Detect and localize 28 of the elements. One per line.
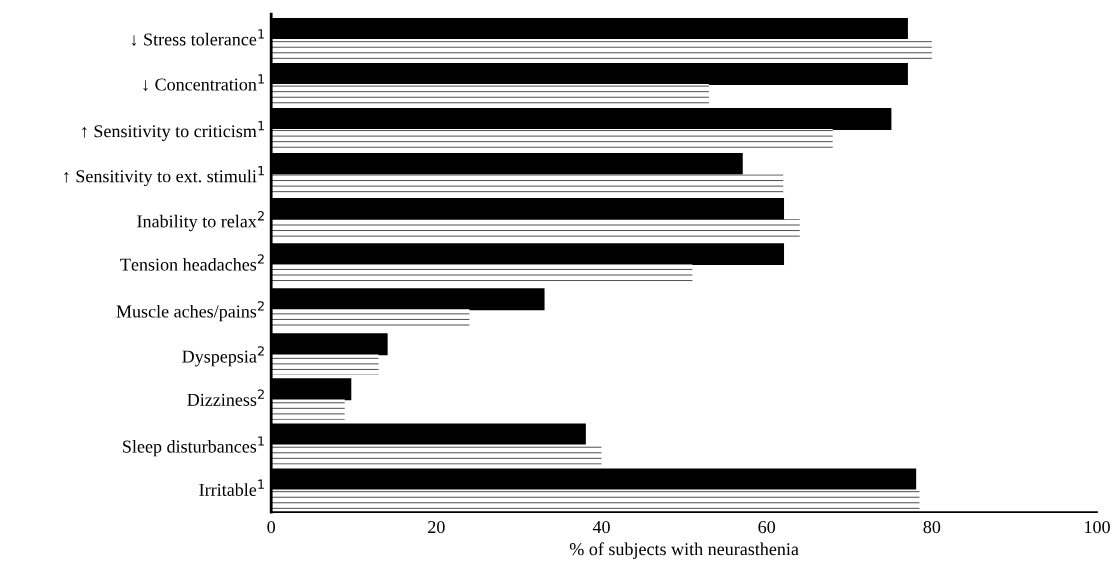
y-tick-label: ↓ Concentration$^{1}$ [143,74,264,91]
bar [271,129,833,150]
bar [271,489,920,510]
x-tick-label: 60 [758,520,776,534]
y-tick-label: Irritable$^{1}$ [199,479,264,496]
y-tick-label: Muscle aches/pains$^{2}$ [116,301,264,322]
y-tick-label: ↑ Sensitivity to ext. stimuli$^{1}$ [64,166,264,187]
x-axis-title: % of subjects with neurasthenia [569,542,799,559]
bar [271,399,345,420]
y-tick-label: Dyspepsia$^{2}$ [182,346,264,367]
x-tick-label: 40 [592,520,610,534]
y-tick-label: ↑ Sensitivity to criticism$^{1}$ [82,120,264,142]
bar [271,264,693,285]
bar [271,219,800,240]
bar [271,444,602,465]
y-tick-label: Dizziness$^{2}$ [187,389,264,406]
bar [271,354,379,375]
y-tick-label: ↓ Stress tolerance$^{1}$ [131,29,264,46]
x-tick-label: 20 [428,520,445,534]
y-tick-label: Tension headaches$^{2}$ [120,254,264,271]
x-tick-label: 0 [267,520,276,534]
y-tick-label: Inability to relax$^{2}$ [137,211,264,232]
bar [271,84,709,105]
bar [271,39,932,60]
x-tick-label: 80 [923,520,941,534]
x-tick-label: 100 [1085,520,1110,534]
y-tick-label: Sleep disturbances$^{1}$ [123,436,264,457]
bar [271,174,784,195]
